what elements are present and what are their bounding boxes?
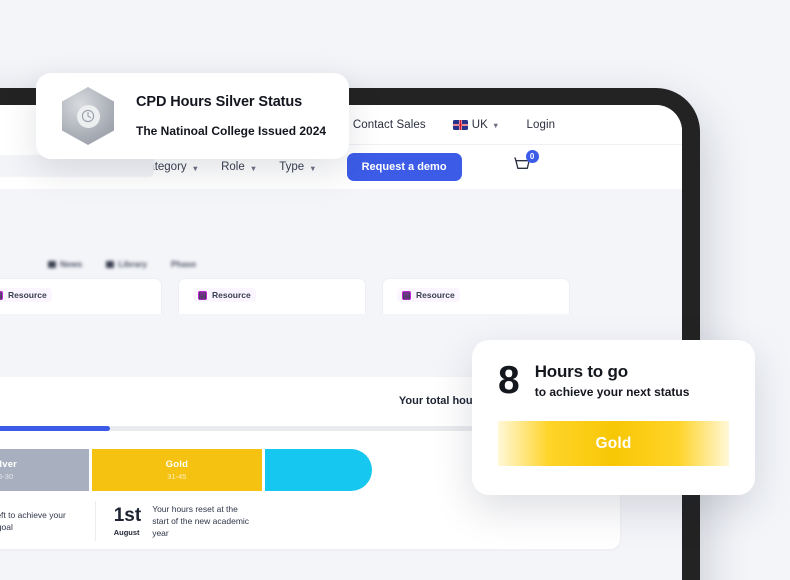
tab-phase[interactable]: Phase xyxy=(171,259,196,269)
filter-type[interactable]: Type ▼ xyxy=(279,161,316,173)
chevron-down-icon: ▼ xyxy=(491,121,500,130)
gold-tier-label: Gold xyxy=(595,434,632,452)
floating-card-title: CPD Hours Silver Status xyxy=(136,94,303,110)
uk-flag-icon xyxy=(452,119,468,130)
search-input[interactable]: templates... xyxy=(0,155,154,177)
tier-silver[interactable]: Silver 16-30 xyxy=(0,449,89,491)
filter-label-type: Type xyxy=(279,161,305,173)
progress-bar-track xyxy=(0,426,505,431)
nav-item-contact-sales[interactable]: Contact Sales xyxy=(353,119,426,131)
stat-description: Your hours reset at the start of the new… xyxy=(152,503,250,539)
news-icon xyxy=(48,260,56,268)
clock-icon xyxy=(76,104,100,128)
hours-to-go-title: Hours to go xyxy=(534,362,628,381)
cart-icon xyxy=(513,157,530,169)
stat-value: 1st xyxy=(113,504,142,526)
hours-to-go-header: 8 Hours to go to achieve your next statu… xyxy=(498,358,729,402)
resource-card[interactable]: ▤ Resource xyxy=(178,278,366,314)
silver-hex-clock-icon xyxy=(62,87,114,145)
silver-status-floating-card: CPD Hours Silver Status The Natinoal Col… xyxy=(36,73,349,159)
stat-reset-date: 1st August Your hours reset at the start… xyxy=(96,501,274,541)
nav-label-contact-sales: Contact Sales xyxy=(352,118,426,131)
stat-days-left: 57 Days left to achieve your target goal xyxy=(0,501,96,541)
resource-badge: ▤ Resource xyxy=(0,288,52,302)
chevron-down-icon: ▼ xyxy=(309,163,317,173)
tab-label-library: Library xyxy=(118,259,148,269)
locale-label: UK xyxy=(471,118,488,131)
tier-gold[interactable]: Gold 31-45 xyxy=(91,449,263,491)
content-tabs: News Library Phase xyxy=(48,255,248,273)
tab-label-news: News xyxy=(60,259,83,269)
progress-bar-fill xyxy=(0,426,111,431)
total-hours-label: Your total hours: xyxy=(398,395,487,407)
tab-news[interactable]: News xyxy=(48,259,82,269)
library-icon xyxy=(106,260,115,268)
tier-range: 31-45 xyxy=(167,472,187,481)
cart-button[interactable]: 0 xyxy=(513,150,539,178)
stat-unit: August xyxy=(113,527,140,537)
tab-library[interactable]: Library xyxy=(106,259,147,269)
hours-to-go-floating-card: 8 Hours to go to achieve your next statu… xyxy=(472,340,755,495)
resource-card-list: ▤ Resource ▤ Resource ▤ Resource ▤ xyxy=(0,278,570,314)
tier-name: Gold xyxy=(165,459,189,470)
resource-icon: ▤ xyxy=(198,289,207,300)
tier-platinum[interactable] xyxy=(265,449,372,491)
resource-icon: ▤ xyxy=(0,290,3,300)
locale-selector[interactable]: UK ▼ xyxy=(452,118,500,131)
hours-to-go-subtitle: to achieve your next status xyxy=(534,385,690,399)
status-stats: 8 Hours to go to achieve your next statu… xyxy=(0,501,440,545)
resource-badge-label: Resource xyxy=(416,290,455,300)
resource-badge-label: Resource xyxy=(212,290,251,300)
resource-card[interactable]: ▤ Resource xyxy=(0,278,162,314)
tier-name: Silver xyxy=(0,459,18,470)
chevron-down-icon: ▼ xyxy=(191,163,200,173)
floating-card-subtitle: The Natinoal College Issued 2024 xyxy=(136,124,327,138)
resource-badge-label: Resource xyxy=(8,290,47,300)
stat-description: Days left to achieve your target goal xyxy=(0,509,66,532)
cart-count-badge: 0 xyxy=(525,150,539,163)
chevron-down-icon: ▼ xyxy=(249,163,258,173)
hours-to-go-number: 8 xyxy=(498,358,520,402)
gold-tier-bar: Gold xyxy=(498,421,729,466)
resource-badge: ▤ Resource xyxy=(397,288,460,302)
request-demo-button[interactable]: Request a demo xyxy=(346,153,462,181)
login-label: Login xyxy=(526,118,556,131)
login-link[interactable]: Login xyxy=(526,119,555,131)
resource-icon: ▤ xyxy=(402,289,411,300)
resource-badge: ▤ Resource xyxy=(193,288,256,302)
tier-bar: Bronze 0-15 Silver 16-30 Gold 31-45 xyxy=(0,449,372,491)
tier-range: 16-30 xyxy=(0,472,14,481)
filter-role[interactable]: Role ▼ xyxy=(221,161,257,173)
resource-card[interactable]: ▤ Resource xyxy=(382,278,570,314)
filter-label-role: Role xyxy=(221,161,245,173)
tab-label-phase: Phase xyxy=(171,259,197,269)
clock-glyph xyxy=(81,109,95,123)
